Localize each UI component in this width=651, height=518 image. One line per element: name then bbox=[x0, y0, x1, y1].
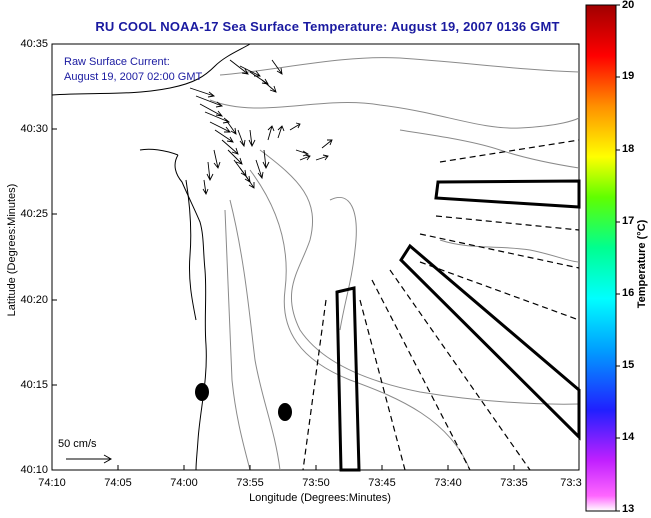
current-vector bbox=[289, 122, 301, 131]
contour-line bbox=[439, 239, 580, 263]
coastline-staten-island bbox=[51, 43, 251, 96]
contour-line bbox=[259, 149, 580, 405]
current-vector bbox=[315, 154, 329, 161]
current-vector bbox=[237, 129, 246, 148]
current-vector bbox=[214, 129, 234, 143]
colorbar-tick-label: 16 bbox=[622, 287, 635, 299]
current-vector bbox=[206, 161, 214, 182]
study-box-outlines bbox=[335, 179, 581, 472]
transect-line bbox=[389, 269, 531, 471]
current-note-line1: Raw Surface Current: bbox=[64, 56, 170, 68]
colorbar-tick-label: 14 bbox=[622, 431, 635, 443]
contour-line bbox=[249, 169, 471, 471]
coastline-nj-shore bbox=[174, 154, 207, 471]
current-vector bbox=[202, 179, 209, 196]
coastline bbox=[51, 43, 251, 471]
contour-line bbox=[224, 209, 251, 471]
current-vector bbox=[271, 59, 283, 75]
transect-line bbox=[419, 261, 580, 321]
current-vector bbox=[321, 139, 333, 149]
current-vector bbox=[295, 149, 310, 157]
current-vector bbox=[204, 111, 231, 124]
bathymetry-contours bbox=[209, 57, 580, 471]
scale-arrow-label: 50 cm/s bbox=[58, 438, 97, 450]
transect-line bbox=[419, 233, 580, 269]
contour-line bbox=[399, 129, 580, 169]
current-vector bbox=[245, 175, 255, 189]
colorbar-label: Temperature (°C) bbox=[636, 219, 648, 309]
mooring-marker bbox=[278, 403, 292, 421]
current-vector bbox=[209, 121, 231, 133]
current-vector bbox=[225, 119, 237, 135]
current-vector bbox=[255, 159, 264, 180]
contour-line bbox=[209, 99, 580, 129]
current-vector bbox=[248, 129, 256, 148]
current-vector bbox=[213, 149, 221, 169]
colorbar-tick-label: 20 bbox=[622, 0, 635, 11]
contour-line bbox=[229, 199, 281, 471]
current-vector bbox=[221, 139, 239, 155]
x-axis-label: Longitude (Degrees:Minutes) bbox=[249, 492, 391, 504]
current-vector bbox=[299, 154, 311, 161]
x-tick-label: 74:10 bbox=[38, 477, 66, 489]
study-box-south bbox=[335, 286, 361, 472]
current-vector bbox=[277, 125, 285, 139]
mooring-marker bbox=[195, 383, 209, 401]
transect-lines bbox=[302, 139, 580, 471]
y-tick-label: 40:30 bbox=[20, 123, 48, 135]
y-tick-label: 40:35 bbox=[20, 38, 48, 50]
current-vector bbox=[229, 59, 249, 75]
x-tick-label: 73:40 bbox=[434, 477, 462, 489]
colorbar-tick-label: 17 bbox=[622, 215, 635, 227]
current-vector bbox=[189, 87, 216, 98]
current-vector bbox=[195, 95, 224, 108]
coastline-bay-edge bbox=[139, 148, 179, 156]
colorbar-tick-label: 18 bbox=[622, 143, 635, 155]
figure-title: RU COOL NOAA-17 Sea Surface Temperature:… bbox=[95, 19, 560, 34]
surface-current-vectors bbox=[189, 59, 333, 196]
current-vector bbox=[267, 125, 275, 141]
plot-frame bbox=[51, 43, 580, 471]
current-vector bbox=[262, 149, 270, 170]
coastline-sandy-hook bbox=[185, 179, 197, 321]
transect-line bbox=[435, 215, 580, 231]
transect-line bbox=[302, 299, 327, 471]
study-box-east bbox=[434, 179, 581, 209]
x-tick-label: 73:45 bbox=[368, 477, 396, 489]
x-tick-label: 73:50 bbox=[302, 477, 330, 489]
scale-arrow bbox=[66, 454, 113, 464]
y-tick-label: 40:25 bbox=[20, 208, 48, 220]
x-tick-label: 74:00 bbox=[170, 477, 198, 489]
axis-ticks bbox=[51, 43, 515, 471]
colorbar-tick-label: 15 bbox=[622, 359, 635, 371]
contour-line bbox=[329, 197, 357, 331]
y-tick-label: 40:10 bbox=[20, 464, 48, 476]
current-vector bbox=[261, 79, 277, 93]
colorbar-tick-label: 19 bbox=[622, 70, 635, 82]
x-tick-label: 73:35 bbox=[500, 477, 528, 489]
x-tick-label: 73:3 bbox=[560, 477, 582, 489]
current-vector bbox=[199, 103, 224, 117]
y-axis-label: Latitude (Degrees:Minutes) bbox=[6, 183, 18, 317]
current-vector bbox=[227, 149, 243, 165]
colorbar bbox=[585, 4, 617, 512]
study-box-southeast bbox=[399, 243, 581, 441]
x-tick-label: 74:05 bbox=[104, 477, 132, 489]
y-tick-label: 40:15 bbox=[20, 379, 48, 391]
colorbar-tick-label: 13 bbox=[622, 503, 635, 515]
x-tick-label: 73:55 bbox=[236, 477, 264, 489]
colorbar-ticks bbox=[616, 4, 620, 512]
contour-line bbox=[219, 57, 580, 76]
transect-line bbox=[439, 139, 580, 163]
y-tick-label: 40:20 bbox=[20, 294, 48, 306]
current-note-line2: August 19, 2007 02:00 GMT bbox=[64, 71, 203, 83]
transect-line bbox=[371, 279, 471, 471]
